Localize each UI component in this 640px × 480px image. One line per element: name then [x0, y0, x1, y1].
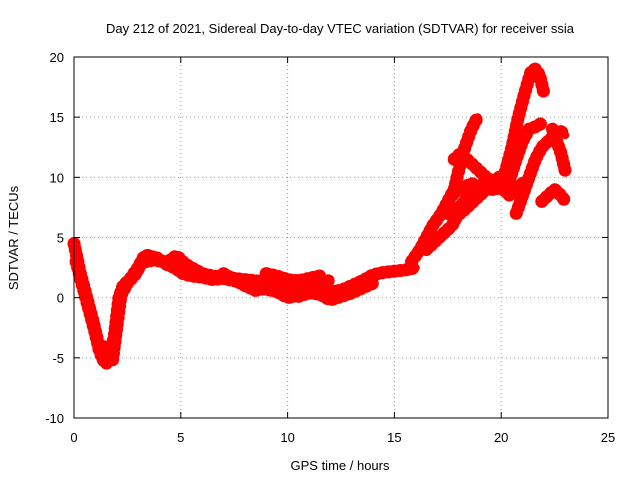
- series-markers-arc-mid-1: [217, 267, 337, 305]
- y-tick-label: 0: [57, 291, 64, 306]
- y-tick-label: 10: [50, 170, 64, 185]
- x-axis-label: GPS time / hours: [291, 458, 390, 473]
- y-tick-label: 20: [50, 50, 64, 65]
- x-tick-label: 0: [70, 430, 77, 445]
- series-markers-arc-late-3: [546, 122, 572, 178]
- series-markers-arc-rise-6: [441, 170, 506, 223]
- grid-lines: [74, 57, 608, 418]
- y-tick-label: -5: [52, 351, 64, 366]
- x-tick-label: 25: [601, 430, 615, 445]
- series-markers-arc-rise-1: [405, 110, 485, 269]
- y-tick-label: -10: [45, 411, 64, 426]
- y-tick-label: 5: [57, 231, 64, 246]
- data-traces: [67, 62, 572, 371]
- axis-ticks: 0 5 10 15 20 25 -10 -5 0 5 10 15 20: [45, 50, 615, 445]
- x-tick-label: 10: [280, 430, 294, 445]
- y-axis-label: SDTVAR / TECUs: [6, 185, 21, 290]
- x-tick-label: 15: [387, 430, 401, 445]
- x-tick-label: 20: [494, 430, 508, 445]
- series-markers-arc-late-2: [535, 182, 572, 208]
- series-markers-arc-mid-2: [259, 267, 327, 288]
- y-tick-label: 15: [50, 110, 64, 125]
- chart-title: Day 212 of 2021, Sidereal Day-to-day VTE…: [106, 21, 575, 36]
- x-tick-label: 5: [177, 430, 184, 445]
